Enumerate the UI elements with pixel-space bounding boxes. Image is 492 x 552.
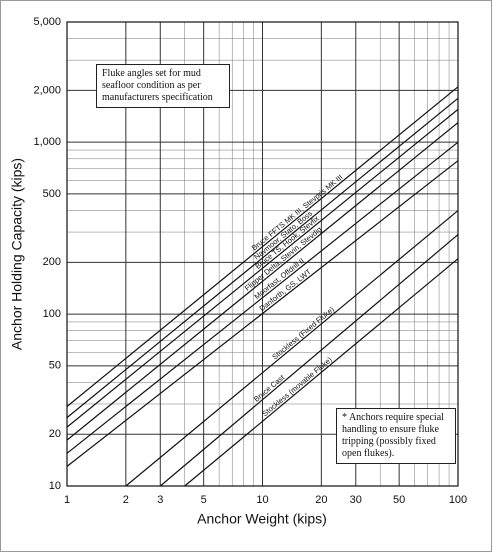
plot-border: [66, 21, 459, 487]
annotation: * Anchors require special handling to en…: [336, 408, 456, 464]
x-tick-label: 10: [256, 494, 268, 506]
series-line: [184, 258, 459, 487]
y-tick-label: 5,000: [33, 16, 61, 28]
series-line: [66, 160, 459, 467]
series-line: [125, 210, 459, 487]
y-tick-label: 1,000: [33, 136, 61, 148]
x-tick-label: 30: [350, 494, 362, 506]
series-line: [66, 86, 459, 407]
y-tick-label: 10: [49, 480, 61, 492]
series-line: [66, 122, 459, 441]
series-line: [66, 108, 459, 428]
x-tick-label: 5: [201, 494, 207, 506]
y-tick-label: 200: [43, 256, 61, 268]
series-line: [159, 234, 459, 487]
x-axis-title: Anchor Weight (kips): [197, 511, 327, 527]
y-axis-title: Anchor Holding Capacity (kips): [9, 158, 25, 350]
y-tick-label: 20: [49, 428, 61, 440]
x-tick-label: 3: [157, 494, 163, 506]
x-tick-label: 1: [64, 494, 70, 506]
series-line: [66, 141, 459, 454]
y-tick-label: 100: [43, 308, 61, 320]
y-tick-label: 50: [49, 360, 61, 372]
x-tick-label: 20: [315, 494, 327, 506]
x-tick-label: 100: [449, 494, 467, 506]
x-tick-label: 50: [393, 494, 405, 506]
annotation: Fluke angles set for mud seafloor condit…: [96, 64, 230, 108]
y-tick-label: 500: [43, 188, 61, 200]
y-tick-label: 2,000: [33, 84, 61, 96]
x-tick-label: 2: [123, 494, 129, 506]
series-line: [66, 97, 459, 419]
